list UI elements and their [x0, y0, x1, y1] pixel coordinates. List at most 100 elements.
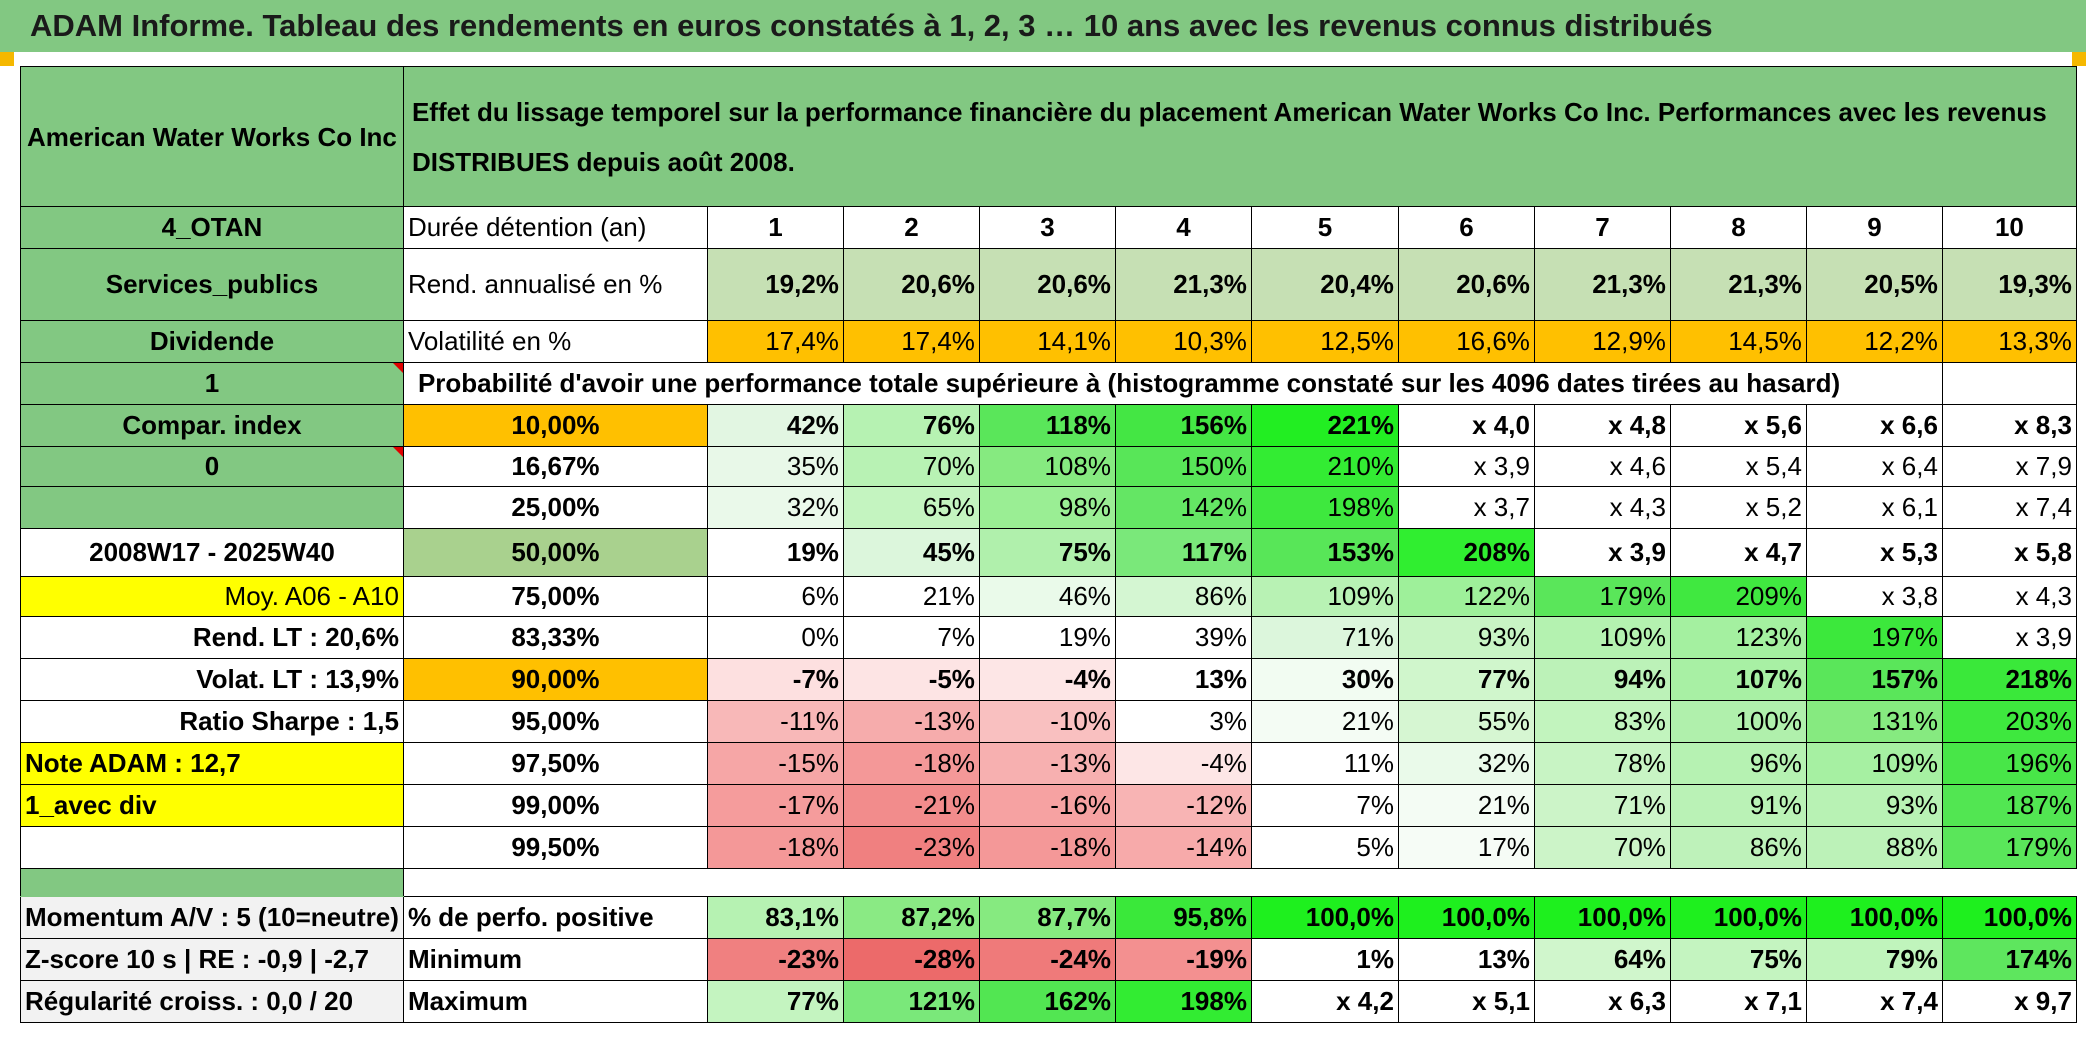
proba-value: 197% [1805, 616, 1943, 659]
zscore-label: Z-score 10 s | RE : -0,9 | -2,7 [20, 938, 404, 981]
sharpe-label: Ratio Sharpe : 1,5 [20, 700, 404, 743]
proba-value: 196% [1941, 742, 2077, 785]
proba-row: Volat. LT : 13,9% 90,00% -7% -5% -4% 13% 30% 77… [20, 658, 2077, 701]
minimum-label: Minimum [402, 938, 708, 981]
threshold-value: 16,67% [402, 446, 708, 487]
rend-value: 20,6% [1397, 248, 1535, 321]
minimum-value: 1% [1250, 938, 1399, 981]
threshold-value: 75,00% [402, 576, 708, 617]
proba-value: x 7,9 [1941, 446, 2077, 487]
year-header: 7 [1533, 206, 1671, 249]
report-title: ADAM Informe. Tableau des rendements en … [0, 0, 2086, 52]
empty-label [20, 486, 404, 529]
note-label: Note ADAM : 12,7 [20, 742, 404, 785]
proba-value: 218% [1941, 658, 2077, 701]
volat-value: 12,9% [1533, 320, 1671, 363]
year-header: 9 [1805, 206, 1943, 249]
sector-label: Services_publics [20, 248, 404, 321]
maximum-value: 162% [978, 980, 1116, 1023]
proba-value: 19% [978, 616, 1116, 659]
maximum-value: x 5,1 [1397, 980, 1535, 1023]
avec-div-label: 1_avec div [20, 784, 404, 827]
proba-value: x 3,9 [1397, 446, 1535, 487]
proba-value: x 5,8 [1941, 528, 2077, 577]
proba-row: Moy. A06 - A10 75,00% 6% 21% 46% 86% 109% 122% 1… [20, 576, 2077, 617]
year-header: 10 [1941, 206, 2077, 249]
flag-zero[interactable]: 0 [20, 446, 404, 487]
proba-value: 209% [1669, 576, 1807, 617]
proba-value: x 4,7 [1669, 528, 1807, 577]
proba-value: 156% [1114, 404, 1252, 447]
years-label: Durée détention (an) [402, 206, 708, 249]
proba-value: -16% [978, 784, 1116, 827]
positive-label: % de perfo. positive [402, 896, 708, 939]
maximum-value: x 7,4 [1805, 980, 1943, 1023]
proba-value: 32% [706, 486, 844, 529]
flag-one[interactable]: 1 [20, 362, 404, 405]
positive-value: 83,1% [706, 896, 844, 939]
moy-label: Moy. A06 - A10 [20, 576, 404, 617]
proba-value: 75% [978, 528, 1116, 577]
threshold-value: 90,00% [402, 658, 708, 701]
proba-value: 39% [1114, 616, 1252, 659]
proba-value: 93% [1805, 784, 1943, 827]
volat-value: 17,4% [706, 320, 844, 363]
proba-value: 179% [1941, 826, 2077, 869]
proba-value: -13% [978, 742, 1116, 785]
proba-value: -18% [978, 826, 1116, 869]
threshold-value: 95,00% [402, 700, 708, 743]
minimum-value: -24% [978, 938, 1116, 981]
proba-value: x 6,4 [1805, 446, 1943, 487]
maximum-value: x 7,1 [1669, 980, 1807, 1023]
volat-value: 12,5% [1250, 320, 1399, 363]
positive-value: 87,7% [978, 896, 1116, 939]
proba-value: x 5,2 [1669, 486, 1807, 529]
proba-title-row: 1 Probabilité d'avoir une performance to… [20, 362, 2077, 405]
proba-value: 109% [1250, 576, 1399, 617]
proba-value: 76% [842, 404, 980, 447]
proba-value: 122% [1397, 576, 1535, 617]
proba-value: 157% [1805, 658, 1943, 701]
proba-row: 1_avec div 99,00% -17% -21% -16% -12% 7% 21% 71%… [20, 784, 2077, 827]
proba-value: 150% [1114, 446, 1252, 487]
year-header: 8 [1669, 206, 1807, 249]
positive-value: 100,0% [1250, 896, 1399, 939]
threshold-value: 83,33% [402, 616, 708, 659]
proba-value: 11% [1250, 742, 1399, 785]
threshold-value: 99,00% [402, 784, 708, 827]
proba-row: Compar. index 10,00% 42% 76% 118% 156% 221% x 4… [20, 404, 2077, 447]
positive-value: 95,8% [1114, 896, 1252, 939]
proba-value: x 4,0 [1397, 404, 1535, 447]
proba-value: 55% [1397, 700, 1535, 743]
proba-value: -13% [842, 700, 980, 743]
rend-value: 21,3% [1114, 248, 1252, 321]
proba-value: 70% [842, 446, 980, 487]
proba-value: -11% [706, 700, 844, 743]
spacer-row [20, 868, 2077, 897]
header-row: American Water Works Co Inc Effet du lis… [20, 66, 2077, 207]
rend-value: 19,3% [1941, 248, 2077, 321]
proba-value: 78% [1533, 742, 1671, 785]
proba-value: 109% [1533, 616, 1671, 659]
proba-value: x 3,8 [1805, 576, 1943, 617]
proba-value: 3% [1114, 700, 1252, 743]
proba-value: 118% [978, 404, 1116, 447]
year-header: 1 [706, 206, 844, 249]
proba-value: 46% [978, 576, 1116, 617]
proba-value: 203% [1941, 700, 2077, 743]
proba-value: 94% [1533, 658, 1671, 701]
proba-value: 17% [1397, 826, 1535, 869]
proba-value: -10% [978, 700, 1116, 743]
proba-value: 107% [1669, 658, 1807, 701]
proba-value: 77% [1397, 658, 1535, 701]
year-header: 6 [1397, 206, 1535, 249]
proba-value: 71% [1533, 784, 1671, 827]
maximum-value: x 9,7 [1941, 980, 2077, 1023]
proba-value: 21% [842, 576, 980, 617]
volat-value: 14,1% [978, 320, 1116, 363]
proba-value: -21% [842, 784, 980, 827]
proba-value: 7% [842, 616, 980, 659]
proba-value: x 3,9 [1941, 616, 2077, 659]
year-header: 3 [978, 206, 1116, 249]
performance-table: American Water Works Co Inc Effet du lis… [20, 66, 2077, 1023]
